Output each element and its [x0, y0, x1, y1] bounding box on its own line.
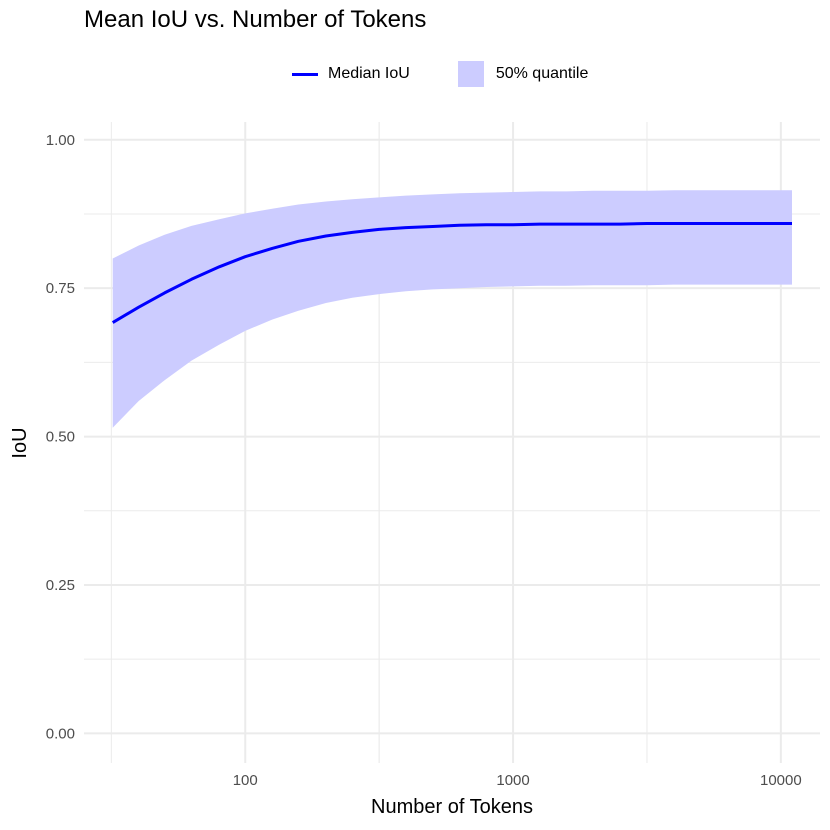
y-tick-label: 0.00: [46, 725, 75, 742]
quantile-band: [112, 190, 792, 428]
y-tick-label: 0.75: [46, 280, 75, 297]
y-tick-label: 0.50: [46, 429, 75, 446]
y-tick-label: 0.25: [46, 577, 75, 594]
x-axis-title: Number of Tokens: [371, 796, 533, 818]
legend-item-quantile: 50% quantile: [457, 61, 589, 87]
y-axis-ticks: 0.00 0.25 0.50 0.75 1.00: [46, 132, 75, 743]
chart-title: Mean IoU vs. Number of Tokens: [84, 6, 427, 33]
legend-item-median: Median IoU: [292, 65, 410, 83]
median-line: [111, 222, 792, 324]
legend-band-swatch: [457, 61, 484, 87]
x-tick-label: 100: [233, 772, 258, 789]
y-tick-label: 1.00: [46, 132, 75, 149]
y-axis-title: IoU: [9, 427, 31, 458]
x-tick-label: 10000: [760, 772, 802, 789]
legend: Median IoU 50% quantile: [292, 60, 636, 88]
legend-label-quantile: 50% quantile: [495, 65, 589, 82]
legend-label-median: Median IoU: [328, 65, 410, 82]
x-tick-label: 1000: [496, 772, 529, 789]
legend-line-swatch: [292, 72, 318, 76]
x-axis-ticks: 100 1000 10000: [233, 772, 802, 789]
